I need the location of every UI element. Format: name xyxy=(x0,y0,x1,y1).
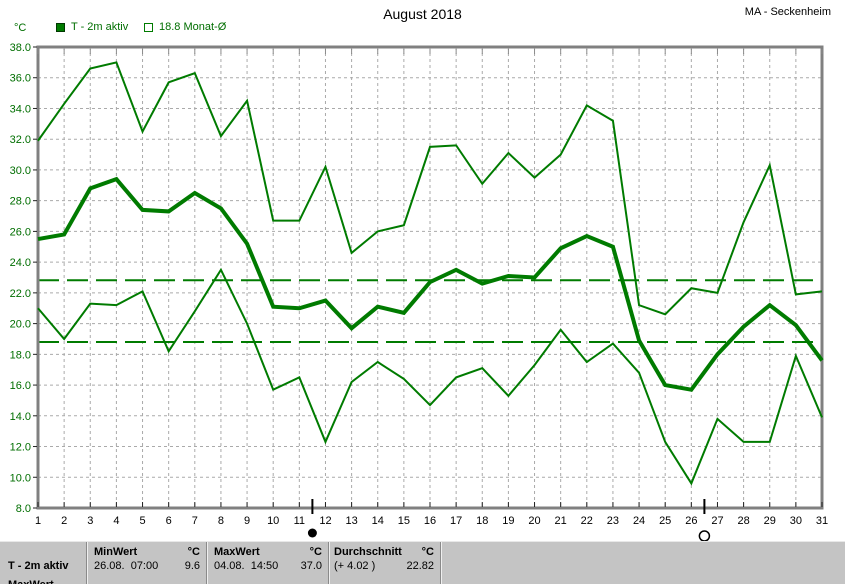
y-tick-label: 26.0 xyxy=(10,226,31,238)
y-axis-labels: 8.0 10.0 12.0 14.0 16.0 18.0 20.0 22.0 24.0 26.0 2… xyxy=(10,42,31,515)
x-axis-labels: 1 2 3 4 5 6 7 8 9 10 11 12 13 14 15 16 17 18 19 20 21 22 23 24 2… xyxy=(35,515,828,527)
x-tick-label: 6 xyxy=(166,515,172,527)
x-tick-label: 30 xyxy=(790,515,802,527)
x-tick-label: 25 xyxy=(659,515,671,527)
x-tick-label: 24 xyxy=(633,515,645,527)
legend-label-active-temp: T - 2m aktiv xyxy=(71,21,129,33)
y-tick-label: 38.0 xyxy=(10,42,31,54)
maxwert-header: MaxWert xyxy=(214,546,260,558)
durchschnitt-header: Durchschnitt xyxy=(334,546,402,558)
statusbar-divider xyxy=(206,542,208,584)
y-tick-label: 34.0 xyxy=(10,103,31,115)
legend-open-square-icon xyxy=(144,22,153,32)
next-row-label-clipped: MaxWert xyxy=(8,579,54,584)
y-tick-label: 18.0 xyxy=(10,349,31,361)
page-title: August 2018 xyxy=(383,6,462,22)
y-tick-label: 20.0 xyxy=(10,319,31,331)
x-tick-label: 14 xyxy=(372,515,384,527)
status-bar: MinWert °C MaxWert °C Durchschnitt °C T … xyxy=(0,541,845,584)
temperature-chart: 8.0 10.0 12.0 14.0 16.0 18.0 20.0 22.0 24.0 26.0 2… xyxy=(10,42,828,541)
y-tick-label: 8.0 xyxy=(16,503,31,515)
minwert-value: 26.08. 07:00 xyxy=(94,560,159,572)
grid xyxy=(37,47,823,508)
x-tick-label: 17 xyxy=(450,515,462,527)
x-tick-label: 21 xyxy=(555,515,567,527)
y-tick-label: 30.0 xyxy=(10,165,31,177)
x-tick-label: 26 xyxy=(685,515,697,527)
full-moon-icon xyxy=(698,530,711,541)
y-tick-label: 10.0 xyxy=(10,472,31,484)
x-tick-label: 29 xyxy=(764,515,776,527)
x-tick-label: 22 xyxy=(581,515,593,527)
maxwert-temp: 37.0 xyxy=(300,560,322,572)
y-tick-label: 36.0 xyxy=(10,73,31,85)
maxwert-unit: °C xyxy=(309,546,322,558)
legend-label-month-average: 18.8 Monat-Ø xyxy=(159,21,227,33)
x-tick-label: 7 xyxy=(192,515,198,527)
x-tick-label: 18 xyxy=(476,515,488,527)
x-tick-label: 27 xyxy=(711,515,723,527)
y-tick-label: 28.0 xyxy=(10,196,31,208)
y-tick-label: 32.0 xyxy=(10,134,31,146)
series-line-2 xyxy=(37,267,823,486)
x-tick-label: 9 xyxy=(244,515,250,527)
y-axis-unit-label: °C xyxy=(14,22,27,34)
moon-markers xyxy=(307,499,711,541)
station-name: MA - Seckenheim xyxy=(744,6,831,18)
durchschnitt-value: (+ 4.02 ) xyxy=(334,560,376,572)
y-tick-label: 22.0 xyxy=(10,288,31,300)
x-tick-label: 8 xyxy=(218,515,224,527)
series-line-0 xyxy=(37,61,823,316)
new-moon-icon xyxy=(307,528,317,538)
statusbar-divider xyxy=(86,542,88,584)
durchschnitt-temp: 22.82 xyxy=(406,560,434,572)
x-tick-label: 31 xyxy=(816,515,828,527)
x-tick-label: 20 xyxy=(528,515,540,527)
x-tick-label: 16 xyxy=(424,515,436,527)
statusbar-divider xyxy=(328,542,330,584)
x-tick-label: 4 xyxy=(113,515,119,527)
x-tick-label: 1 xyxy=(35,515,41,527)
y-tick-label: 12.0 xyxy=(10,442,31,454)
x-tick-label: 2 xyxy=(61,515,67,527)
legend-item-active-temp: T - 2m aktiv xyxy=(56,21,128,33)
y-tick-label: 16.0 xyxy=(10,380,31,392)
legend-item-month-average: 18.8 Monat-Ø xyxy=(144,21,226,33)
legend-filled-square-icon xyxy=(56,22,65,32)
series-row-label: T - 2m aktiv xyxy=(8,560,69,572)
x-tick-label: 11 xyxy=(294,515,305,527)
minwert-temp: 9.6 xyxy=(184,560,200,572)
maxwert-value: 04.08. 14:50 xyxy=(214,560,279,572)
x-tick-label: 10 xyxy=(267,515,279,527)
x-tick-label: 3 xyxy=(87,515,93,527)
axis-ticks xyxy=(33,46,823,509)
y-tick-label: 14.0 xyxy=(10,411,31,423)
plot-border xyxy=(36,45,824,510)
durchschnitt-unit: °C xyxy=(421,546,434,558)
series-line-1 xyxy=(37,176,824,392)
minwert-unit: °C xyxy=(187,546,200,558)
x-tick-label: 28 xyxy=(737,515,749,527)
minwert-header: MinWert xyxy=(94,546,138,558)
x-tick-label: 5 xyxy=(139,515,145,527)
y-tick-label: 24.0 xyxy=(10,257,31,269)
x-tick-label: 23 xyxy=(607,515,619,527)
x-tick-label: 15 xyxy=(398,515,410,527)
x-tick-label: 12 xyxy=(319,515,331,527)
x-tick-label: 19 xyxy=(502,515,514,527)
statusbar-divider xyxy=(440,542,442,584)
x-tick-label: 13 xyxy=(345,515,357,527)
